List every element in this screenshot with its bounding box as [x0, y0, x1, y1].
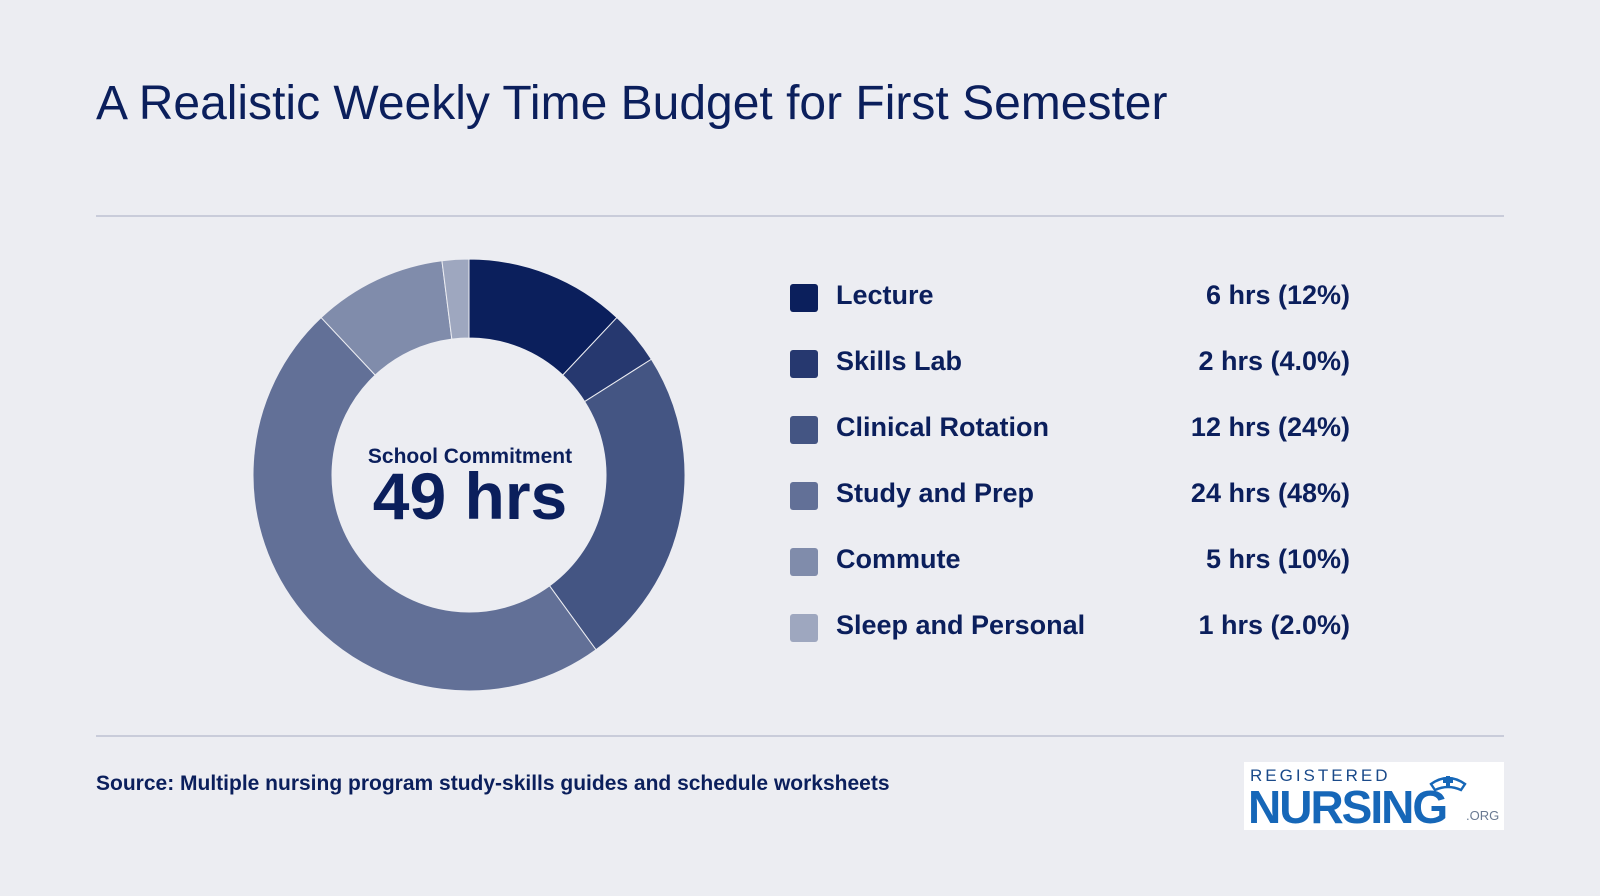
nurse-cap-icon — [1429, 776, 1467, 792]
legend-item-clinical-rotation: Clinical Rotation 12 hrs (24%) — [790, 412, 1350, 478]
legend-value: 5 hrs (10%) — [1205, 544, 1350, 574]
legend-item-sleep-and-personal: Sleep and Personal 1 hrs (2.0%) — [790, 610, 1350, 676]
donut-slice-clinical-rotation — [548, 358, 686, 651]
legend-label: Sleep and Personal — [836, 610, 1086, 640]
legend-item-skills-lab: Skills Lab 2 hrs (4.0%) — [790, 346, 1350, 412]
page-title: A Realistic Weekly Time Budget for First… — [96, 77, 1168, 130]
legend-value: 2 hrs (4.0%) — [1198, 346, 1350, 376]
legend-swatch — [790, 284, 818, 312]
donut-slice-sleep-and-personal — [441, 258, 470, 340]
legend-swatch — [790, 548, 818, 576]
legend-label: Study and Prep — [836, 478, 1035, 508]
registered-nursing-logo: REGISTERED NURSING .ORG — [1244, 762, 1504, 833]
legend-value: 24 hrs (48%) — [1190, 478, 1350, 508]
top-divider — [96, 215, 1504, 217]
legend-value: 12 hrs (24%) — [1190, 412, 1350, 442]
donut-slice-study-and-prep — [252, 316, 597, 692]
legend-value: 1 hrs (2.0%) — [1198, 610, 1350, 640]
legend-swatch — [790, 614, 818, 642]
legend-label: Clinical Rotation — [836, 412, 1050, 442]
legend-item-commute: Commute 5 hrs (10%) — [790, 544, 1350, 610]
legend-label: Commute — [836, 544, 961, 574]
logo-suffix: .ORG — [1466, 808, 1500, 823]
logo-top-text: REGISTERED — [1250, 766, 1391, 785]
legend-label: Lecture — [836, 280, 934, 310]
donut-chart — [252, 258, 686, 692]
source-note: Source: Multiple nursing program study-s… — [96, 772, 890, 795]
logo-main-text: NURSING — [1248, 781, 1448, 833]
legend-swatch — [790, 350, 818, 378]
bottom-divider — [96, 735, 1504, 737]
legend-swatch — [790, 416, 818, 444]
center-label: School Commitment — [367, 445, 573, 468]
chart-legend: Lecture 6 hrs (12%) Skills Lab 2 hrs (4.0%)… — [790, 280, 1350, 676]
legend-value: 6 hrs (12%) — [1205, 280, 1350, 310]
legend-item-study-and-prep: Study and Prep 24 hrs (48%) — [790, 478, 1350, 544]
center-total-value: 49 hrs — [372, 459, 568, 533]
legend-swatch — [790, 482, 818, 510]
legend-label: Skills Lab — [836, 346, 963, 376]
legend-item-lecture: Lecture 6 hrs (12%) — [790, 280, 1350, 346]
